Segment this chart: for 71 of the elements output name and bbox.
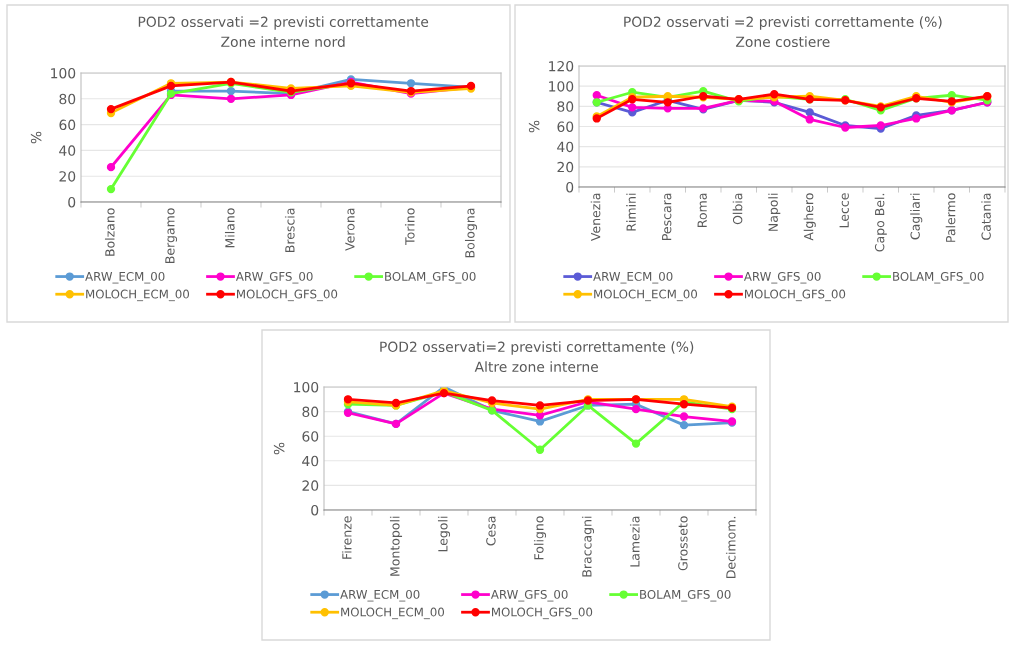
- x-tick-label: Roma: [697, 193, 707, 227]
- x-tick-label: Napoli: [768, 193, 781, 231]
- legend-label: ARW_ECM_00: [85, 271, 165, 284]
- legend-label: MOLOCH_ECM_00: [86, 289, 190, 302]
- y-axis-title: %: [273, 442, 285, 455]
- y-tick-label: 40: [59, 145, 76, 156]
- y-tick-label: 20: [59, 171, 76, 182]
- x-tick-label: Firenze: [341, 516, 352, 559]
- y-tick-label: 20: [557, 161, 574, 173]
- legend-label: ARW_ECM_00: [340, 589, 420, 602]
- x-tick-label: Lamezia: [629, 516, 640, 567]
- x-tick-label: Pescara: [662, 193, 672, 240]
- x-tick-label: Cesa: [486, 516, 496, 546]
- x-tick-label: Rimini: [626, 193, 636, 231]
- legend-label: ARW_GFS_00: [490, 589, 568, 602]
- x-tick-label: Capo Bel.: [874, 193, 887, 252]
- y-tick-label: 80: [302, 406, 319, 418]
- x-tick-label: Montopoli: [389, 516, 403, 576]
- legend-label: MOLOCH_ECM_00: [341, 607, 445, 620]
- legend-label: MOLOCH_GFS_00: [237, 289, 338, 302]
- x-tick-label: Foligno: [533, 516, 547, 560]
- y-axis-title: %: [30, 131, 42, 144]
- chart-subtitle: Altre zone interne: [474, 361, 599, 373]
- y-tick-label: 100: [549, 81, 574, 92]
- x-tick-label: Braccagni: [581, 516, 595, 577]
- y-tick-label: 40: [557, 141, 574, 153]
- chart-subtitle: Zone costiere: [735, 36, 830, 48]
- y-axis-title: %: [528, 120, 540, 133]
- x-tick-label: Grosseto: [678, 516, 688, 571]
- legend-label: ARW_ECM_00: [593, 271, 673, 284]
- legend-label: BOLAM_GFS_00: [640, 589, 731, 602]
- y-tick-label: 60: [557, 121, 574, 132]
- x-tick-label: Palermo: [945, 193, 956, 242]
- chart-subtitle: Zone interne nord: [221, 36, 345, 48]
- y-tick-label: 40: [302, 455, 319, 467]
- y-tick-label: 100: [51, 67, 76, 79]
- y-tick-label: 0: [566, 181, 574, 193]
- x-tick-label: Alghero: [803, 193, 816, 241]
- legend-label: ARW_GFS_00: [743, 271, 821, 284]
- legend-label: MOLOCH_GFS_00: [492, 607, 593, 620]
- legend-label: MOLOCH_GFS_00: [745, 289, 846, 302]
- y-tick-label: 60: [59, 119, 76, 131]
- chart-title: POD2 osservati=2 previsti correttamente (%): [380, 341, 694, 355]
- y-tick-label: 80: [557, 101, 574, 112]
- x-tick-label: Legoli: [437, 516, 451, 552]
- x-tick-label: Verona: [345, 208, 355, 251]
- y-tick-label: 60: [302, 431, 319, 442]
- x-tick-label: Cagliari: [910, 193, 923, 240]
- x-tick-label: Milano: [224, 208, 235, 248]
- y-tick-label: 80: [59, 93, 76, 105]
- legend-label: BOLAM_GFS_00: [893, 271, 984, 284]
- chart-title: POD2 osservati =2 previsti correttamente (%): [624, 16, 942, 30]
- x-tick-label: Lecce: [839, 193, 849, 228]
- legend-label: BOLAM_GFS_00: [385, 271, 476, 284]
- y-tick-label: 100: [294, 381, 319, 393]
- x-tick-label: Olbia: [732, 193, 743, 225]
- y-tick-label: 20: [302, 480, 319, 491]
- y-tick-label: 120: [549, 60, 574, 72]
- y-tick-label: 0: [68, 196, 76, 208]
- x-tick-label: Catania: [981, 193, 991, 240]
- x-tick-label: Bologna: [464, 208, 478, 258]
- x-tick-label: Venezia: [590, 193, 601, 242]
- legend-label: ARW_GFS_00: [235, 271, 313, 284]
- y-tick-label: 0: [311, 504, 319, 516]
- x-tick-label: Bolzano: [104, 208, 115, 256]
- x-tick-label: Torino: [404, 208, 415, 245]
- legend-label: MOLOCH_ECM_00: [594, 289, 698, 302]
- x-tick-label: Bergamo: [165, 208, 178, 263]
- x-tick-label: Decimom.: [725, 516, 736, 578]
- x-tick-label: Brescia: [284, 208, 295, 252]
- chart-title: POD2 osservati =2 previsti correttamente: [138, 16, 429, 30]
